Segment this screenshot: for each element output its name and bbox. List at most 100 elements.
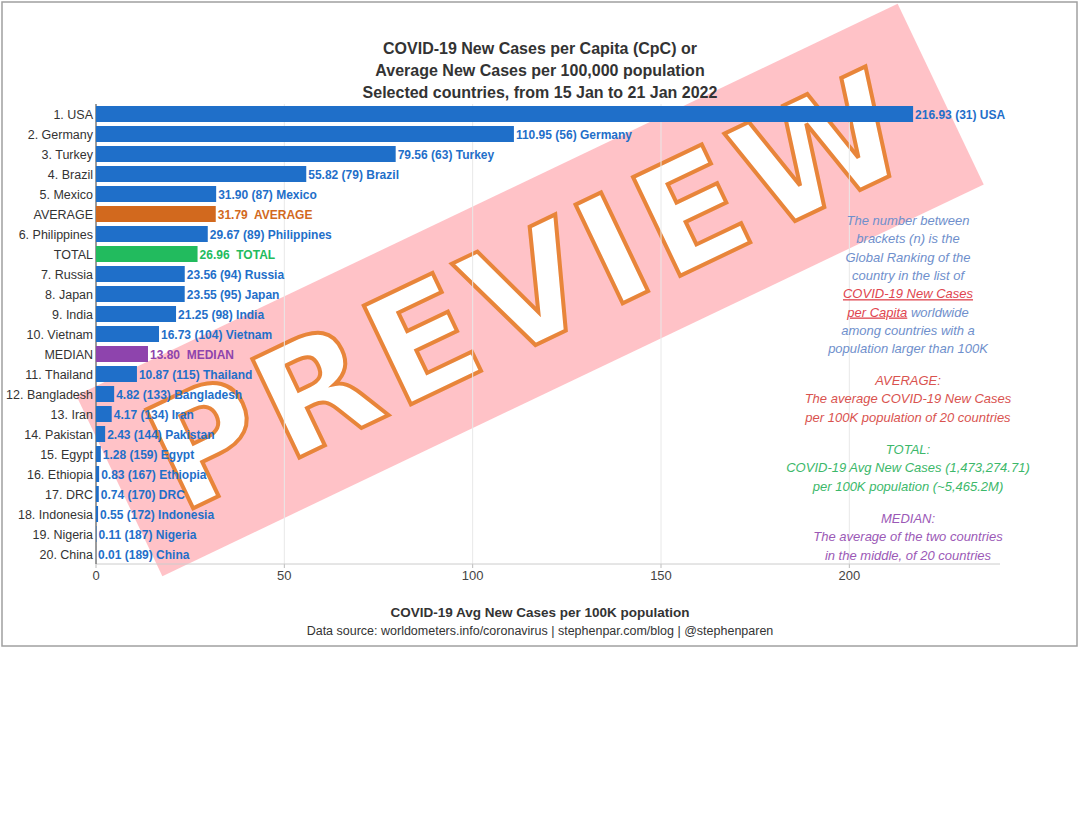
bar	[96, 426, 105, 442]
bar	[96, 206, 216, 222]
tick-label: 150	[650, 568, 672, 583]
annotation-text: per 100K population of 20 countries	[804, 410, 1011, 425]
category-label: 16. Ethiopia	[27, 468, 93, 482]
annotation-link: per Capita	[846, 305, 907, 320]
category-label: 3. Turkey	[42, 148, 94, 162]
category-label: 8. Japan	[45, 288, 93, 302]
annotation-text: population larger than 100K	[827, 341, 989, 356]
data-label: 2.43 (144) Pakistan	[107, 428, 214, 442]
x-axis-line	[96, 564, 1000, 565]
bar	[96, 406, 112, 422]
bar	[96, 226, 208, 242]
bar	[96, 146, 396, 162]
annotation-text: Global Ranking of the	[845, 250, 970, 265]
bar	[96, 266, 185, 282]
data-label: 13.80 MEDIAN	[150, 348, 234, 362]
annotation-link: COVID-19 New Cases	[843, 286, 974, 301]
annotation-text: country in the list of	[852, 268, 965, 283]
data-label: 0.01 (189) China	[98, 548, 190, 562]
grid-line	[661, 104, 662, 564]
bar	[96, 446, 101, 462]
bar	[96, 246, 198, 262]
data-label: 31.90 (87) Mexico	[218, 188, 317, 202]
annotation-line: per 100K population (~5,465.2M)	[812, 479, 1003, 494]
annotation-line: Global Ranking of the	[845, 250, 970, 265]
annotation-line: brackets (n) is the	[856, 231, 959, 246]
annotation-line: AVERAGE:	[874, 373, 941, 388]
annotation-text: per 100K population (~5,465.2M)	[812, 479, 1003, 494]
bar	[96, 486, 99, 502]
tick-label: 100	[462, 568, 484, 583]
category-label: 1. USA	[53, 108, 93, 122]
bar	[96, 506, 98, 522]
data-label: 4.82 (133) Bangladesh	[116, 388, 242, 402]
category-label: 17. DRC	[45, 488, 93, 502]
bar	[96, 346, 148, 362]
annotation-text: COVID-19 Avg New Cases (1,473,274.71)	[786, 460, 1030, 475]
annotation-text: TOTAL:	[886, 442, 931, 457]
annotation-line: COVID-19 New Cases	[843, 286, 974, 301]
annotation-text: The number between	[847, 213, 970, 228]
bar	[96, 186, 216, 202]
annotation-line: among countries with a	[841, 323, 975, 338]
data-label: 0.83 (167) Ethiopia	[101, 468, 207, 482]
annotation-text: in the middle, of 20 countries	[825, 548, 992, 563]
category-label: 9. India	[52, 308, 93, 322]
category-label: 11. Thailand	[25, 368, 93, 382]
data-label: 26.96 TOTAL	[200, 248, 276, 262]
bars	[96, 106, 913, 562]
category-label: 12. Bangladesh	[6, 388, 93, 402]
bar	[96, 286, 185, 302]
bar	[96, 366, 137, 382]
data-label: 0.55 (172) Indonesia	[100, 508, 214, 522]
category-label: 14. Pakistan	[24, 428, 93, 442]
category-label: 2. Germany	[28, 128, 94, 142]
annotation-line: in the middle, of 20 countries	[825, 548, 992, 563]
annotation-line: The average COVID-19 New Cases	[805, 391, 1012, 406]
grid	[96, 104, 849, 568]
annotation-text: The average COVID-19 New Cases	[805, 391, 1012, 406]
grid-line	[472, 104, 473, 564]
annotation-line: The number between	[847, 213, 970, 228]
annotation-text: among countries with a	[841, 323, 975, 338]
data-label: 0.11 (187) Nigeria	[98, 528, 196, 542]
x-axis-title: COVID-19 Avg New Cases per 100K populati…	[390, 605, 689, 620]
bar	[96, 466, 99, 482]
data-label: 16.73 (104) Vietnam	[161, 328, 272, 342]
category-label: MEDIAN	[44, 348, 93, 362]
chart-frame	[2, 2, 1077, 646]
title: Selected countries, from 15 Jan to 21 Ja…	[363, 84, 718, 101]
bar	[96, 166, 306, 182]
data-label: 21.25 (98) India	[178, 308, 264, 322]
bar	[96, 526, 97, 542]
bar	[96, 386, 114, 402]
annotation-line: TOTAL:	[886, 442, 931, 457]
annotation-text: brackets (n) is the	[856, 231, 959, 246]
bar	[96, 126, 514, 142]
data-label: 216.93 (31) USA	[915, 108, 1005, 122]
tick-label: 50	[277, 568, 291, 583]
bar	[96, 326, 159, 342]
data-label: 0.74 (170) DRC	[101, 488, 185, 502]
category-label: TOTAL	[54, 248, 93, 262]
source-note: Data source: worldometers.info/coronavir…	[307, 624, 774, 638]
annotation-text: The average of the two countries	[813, 529, 1003, 544]
tick-label: 0	[92, 568, 99, 583]
annotation-line: per Capita worldwide	[846, 305, 968, 320]
data-label: 29.67 (89) Philippines	[210, 228, 332, 242]
data-label: 1.28 (159) Egypt	[103, 448, 194, 462]
category-label: 13. Iran	[51, 408, 93, 422]
category-label: 10. Vietnam	[27, 328, 93, 342]
annotation-line: COVID-19 Avg New Cases (1,473,274.71)	[786, 460, 1030, 475]
data-label: 10.87 (115) Thailand	[139, 368, 252, 382]
category-label: AVERAGE	[33, 208, 93, 222]
category-label: 6. Philippines	[19, 228, 93, 242]
data-label: 4.17 (134) Iran	[114, 408, 194, 422]
category-label: 4. Brazil	[48, 168, 93, 182]
data-label: 31.79 AVERAGE	[218, 208, 313, 222]
annotation-text: AVERAGE:	[874, 373, 941, 388]
annotation-text: worldwide	[907, 305, 968, 320]
annotation-line: MEDIAN:	[881, 511, 936, 526]
data-label: 79.56 (63) Turkey	[398, 148, 495, 162]
data-label: 110.95 (56) Germany	[516, 128, 632, 142]
